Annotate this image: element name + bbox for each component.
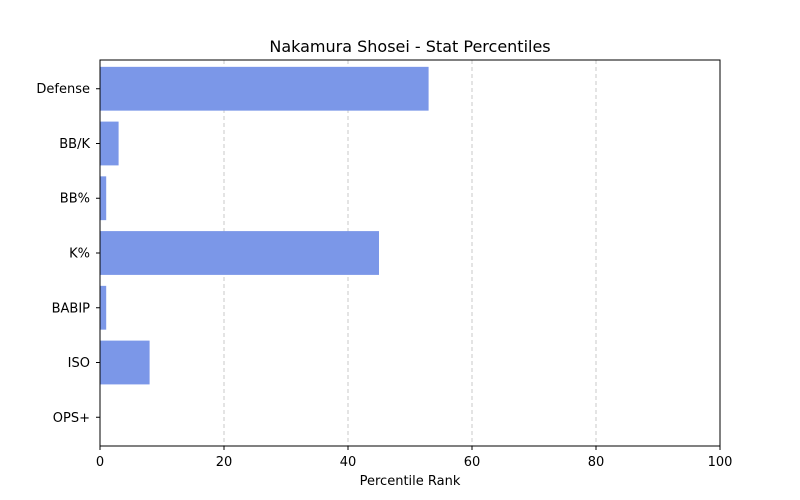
x-tick-label-80: 80 — [588, 455, 605, 470]
y-tick-label: BB/K — [59, 137, 90, 152]
y-tick-label: K% — [69, 247, 90, 262]
bar-bb- — [100, 176, 107, 221]
x-tick-label-0: 0 — [96, 455, 104, 470]
y-axis-ticks: Defense BB/K BB% K% BABIP ISO OPS+ — [36, 82, 100, 426]
bar-iso — [100, 340, 150, 385]
y-tick-label: ISO — [68, 356, 90, 371]
chart-title: Nakamura Shosei - Stat Percentiles — [269, 37, 550, 56]
y-tick-label: Defense — [36, 82, 90, 97]
y-tick-label: BB% — [60, 192, 90, 207]
x-tick-label-60: 60 — [464, 455, 481, 470]
x-axis-ticks: 0 20 40 60 80 100 — [96, 446, 733, 470]
bar-babip — [100, 285, 107, 330]
y-tick-label: BABIP — [52, 301, 91, 316]
x-tick-label-40: 40 — [340, 455, 357, 470]
bar-k- — [100, 231, 379, 275]
bar-defense — [100, 66, 429, 111]
x-tick-label-20: 20 — [216, 455, 233, 470]
bars — [100, 66, 429, 385]
x-axis-label: Percentile Rank — [360, 474, 461, 489]
bar-bb-k — [100, 121, 119, 166]
y-tick-label: OPS+ — [53, 411, 90, 426]
x-tick-label-100: 100 — [708, 455, 733, 470]
